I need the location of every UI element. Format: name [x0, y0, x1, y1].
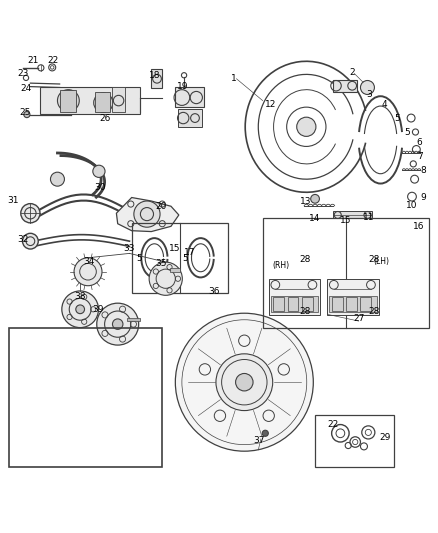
Text: 24: 24 [21, 84, 32, 93]
Bar [360, 297, 371, 311]
Text: 6: 6 [416, 138, 422, 147]
Circle shape [97, 303, 139, 345]
Text: 17: 17 [184, 248, 195, 257]
Bar [175, 87, 204, 107]
Text: 2: 2 [350, 68, 355, 77]
Text: 5: 5 [182, 254, 188, 263]
Text: 33: 33 [124, 244, 135, 253]
Bar [332, 297, 343, 311]
Text: 27: 27 [353, 313, 364, 322]
Text: 7: 7 [417, 151, 423, 160]
Text: 28: 28 [300, 255, 311, 264]
Text: 28: 28 [368, 306, 380, 316]
Bar [170, 268, 180, 272]
Text: 38: 38 [74, 292, 86, 301]
Text: 25: 25 [19, 108, 30, 117]
Text: 13: 13 [300, 197, 311, 206]
Text: 32: 32 [18, 235, 29, 244]
Text: 18: 18 [148, 71, 160, 80]
Text: 15: 15 [340, 216, 351, 225]
Circle shape [76, 305, 85, 313]
Text: 19: 19 [177, 82, 189, 91]
Text: 14: 14 [308, 214, 320, 223]
Circle shape [216, 354, 273, 410]
Bar [95, 92, 110, 111]
Circle shape [22, 233, 38, 249]
Text: 23: 23 [18, 69, 29, 78]
Text: 28: 28 [300, 306, 311, 316]
Bar [332, 79, 357, 92]
Circle shape [262, 430, 268, 437]
Bar [151, 69, 162, 88]
Circle shape [74, 258, 102, 286]
Text: 30: 30 [95, 182, 106, 191]
Text: 26: 26 [99, 115, 110, 124]
Text: 1: 1 [231, 74, 237, 83]
Text: 21: 21 [28, 56, 39, 65]
Text: 35: 35 [155, 259, 167, 268]
Text: 31: 31 [7, 196, 19, 205]
Circle shape [57, 90, 79, 111]
Text: 37: 37 [254, 436, 265, 445]
Circle shape [62, 291, 99, 328]
Circle shape [360, 80, 374, 94]
Text: 20: 20 [155, 202, 167, 211]
Text: 12: 12 [265, 100, 276, 109]
Circle shape [175, 313, 313, 451]
Bar [273, 297, 284, 311]
Bar [127, 318, 140, 321]
Bar [10, 328, 162, 467]
Bar [327, 279, 379, 314]
Text: 9: 9 [420, 193, 426, 202]
Circle shape [236, 374, 253, 391]
Circle shape [93, 165, 105, 177]
Text: 29: 29 [379, 433, 391, 442]
Circle shape [149, 262, 182, 295]
Bar [346, 297, 357, 311]
Text: 16: 16 [413, 222, 425, 231]
Circle shape [297, 117, 316, 136]
Text: 8: 8 [420, 166, 426, 175]
Bar [112, 87, 125, 111]
Text: (LH): (LH) [374, 257, 389, 266]
Bar [315, 415, 394, 467]
Text: 22: 22 [328, 420, 339, 429]
Circle shape [21, 204, 40, 223]
Bar [271, 296, 318, 312]
Text: 5: 5 [404, 127, 410, 136]
Bar [269, 279, 320, 314]
Bar [40, 87, 141, 114]
Bar [288, 297, 298, 311]
Bar [332, 212, 372, 219]
Text: 22: 22 [47, 56, 59, 65]
Circle shape [134, 201, 160, 227]
Circle shape [50, 172, 64, 186]
Bar [263, 219, 428, 328]
Circle shape [113, 319, 123, 329]
Text: 15: 15 [169, 244, 180, 253]
Text: 11: 11 [363, 213, 374, 222]
Text: 5: 5 [137, 254, 142, 263]
Text: (RH): (RH) [272, 261, 290, 270]
Text: 28: 28 [368, 255, 380, 264]
Bar [60, 90, 76, 111]
Bar [132, 223, 228, 293]
Polygon shape [117, 198, 179, 231]
Text: 34: 34 [83, 257, 95, 266]
Text: 39: 39 [92, 305, 103, 314]
Bar [329, 296, 377, 312]
Circle shape [94, 93, 113, 112]
Text: 10: 10 [406, 201, 418, 210]
Bar [177, 109, 201, 127]
Bar [302, 297, 313, 311]
Circle shape [24, 111, 30, 118]
Circle shape [311, 195, 319, 203]
Text: 4: 4 [381, 100, 387, 109]
Text: 3: 3 [367, 90, 372, 99]
Text: 36: 36 [208, 287, 219, 296]
Text: 5: 5 [394, 114, 400, 123]
